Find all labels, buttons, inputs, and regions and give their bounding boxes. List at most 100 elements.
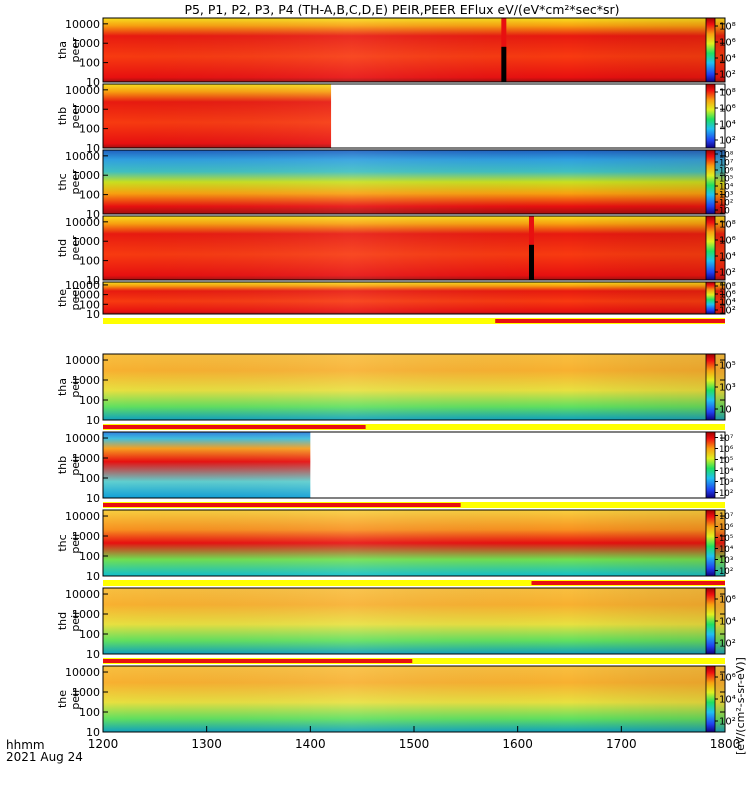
ylabel-species: peer xyxy=(69,37,82,63)
colorbar-tick-label: 10⁸ xyxy=(719,22,736,33)
colorbar-tick-label: 10² xyxy=(719,639,736,650)
spectrogram-shading xyxy=(103,216,725,280)
panel-ylabel: thepeir xyxy=(56,688,82,710)
panel-thb-peer: 10 100 1000 10000 thbpeer 10² 10⁴ 10⁶ 10⁸ xyxy=(56,83,736,155)
colorbar-tick-label: 10⁴ xyxy=(719,467,734,477)
panel-ylabel: thapeir xyxy=(56,376,82,398)
y-tick-label: 10000 xyxy=(65,510,100,523)
mode-bar xyxy=(103,424,725,430)
ylabel-species: peir xyxy=(69,454,82,476)
x-tick-label: 1200 xyxy=(88,737,119,751)
colorbar-tick-label: 10 xyxy=(719,207,730,217)
y-tick-label: 1000 xyxy=(72,235,100,248)
mode-bar-segment xyxy=(103,425,366,429)
colorbar-tick-label: 10⁴ xyxy=(719,54,736,65)
y-tick-label: 10000 xyxy=(65,18,100,31)
colorbar xyxy=(705,587,716,655)
y-tick-label: 10000 xyxy=(65,354,100,367)
panel-frame xyxy=(102,215,726,281)
panel-ylabel: thapeer xyxy=(56,37,82,63)
colorbar-tick-label: 10³ xyxy=(719,191,733,201)
ylabel-probe: tha xyxy=(56,378,69,396)
colorbar xyxy=(705,509,716,577)
colorbar-tick-label: 10⁴ xyxy=(719,183,734,193)
colorbar-tick-label: 10 xyxy=(719,405,732,416)
spike-top-0 xyxy=(528,216,534,245)
y-tick-label: 100 xyxy=(79,472,100,485)
ylabel-probe: thc xyxy=(56,534,69,551)
data-gap-0 xyxy=(310,432,725,498)
colorbar-tick-label: 10⁴ xyxy=(719,298,736,309)
panel-ylabel: thcpeir xyxy=(56,532,82,554)
panel-ylabel: thdpeer xyxy=(56,235,82,261)
ylabel-species: peer xyxy=(69,169,82,195)
mode-bar-segment xyxy=(103,503,461,507)
x-tick-label: 1800 xyxy=(710,737,741,751)
y-tick-label: 100 xyxy=(79,255,100,268)
x-tick-label: 1500 xyxy=(399,737,430,751)
y-tick-label: 1000 xyxy=(72,608,100,621)
y-tick-label: 10000 xyxy=(65,588,100,601)
y-tick-label: 10 xyxy=(86,648,100,661)
spike-bottom-0 xyxy=(501,46,507,82)
colorbar-tick-label: 10⁵ xyxy=(719,534,733,544)
mode-bar-background xyxy=(103,658,725,664)
x-tick-label: 1600 xyxy=(502,737,533,751)
y-tick-label: 1000 xyxy=(72,530,100,543)
colorbar-tick-label: 10² xyxy=(719,717,736,728)
colorbar-tick-label: 10⁷ xyxy=(719,512,734,522)
y-tick-label: 1000 xyxy=(72,289,100,302)
colorbar-tick-label: 10⁸ xyxy=(719,151,734,161)
y-tick-label: 100 xyxy=(79,706,100,719)
colorbar-tick-label: 10³ xyxy=(719,478,733,488)
y-tick-label: 10 xyxy=(86,726,100,739)
colorbar xyxy=(705,215,716,281)
colorbar-tick-label: 10² xyxy=(719,70,736,81)
panel-thd-peir: 10 100 1000 10000 thdpeir 10² 10⁴ 10⁶ xyxy=(56,587,736,661)
colorbar-tick-label: 10³ xyxy=(719,383,736,394)
x-label-hhmm: hhmm xyxy=(6,738,45,752)
y-tick-label: 1000 xyxy=(72,686,100,699)
y-tick-label: 10 xyxy=(86,76,100,89)
x-tick-label: 1400 xyxy=(295,737,326,751)
y-tick-label: 10000 xyxy=(65,150,100,163)
y-tick-label: 100 xyxy=(79,628,100,641)
y-tick-label: 10000 xyxy=(65,216,100,229)
colorbar-tick-label: 10² xyxy=(719,306,736,317)
colorbar-tick-label: 10⁴ xyxy=(719,545,734,555)
ylabel-species: peir xyxy=(69,376,82,398)
panel-tha-peir: 10 100 1000 10000 thapeir 10 10³ 10⁵ xyxy=(56,353,736,427)
y-tick-label: 1000 xyxy=(72,103,100,116)
y-tick-label: 10 xyxy=(86,308,100,321)
ylabel-probe: thb xyxy=(56,456,69,474)
colorbar-tick-label: 10⁵ xyxy=(719,361,736,372)
panel-frame xyxy=(102,17,726,83)
y-tick-label: 1000 xyxy=(72,169,100,182)
ylabel-probe: the xyxy=(56,690,69,708)
x-tick-label: 1300 xyxy=(191,737,222,751)
colorbar-tick-label: 10⁴ xyxy=(719,617,736,628)
colorbar-tick-label: 10⁶ xyxy=(719,673,736,684)
mode-bar-segment xyxy=(103,659,413,663)
colorbar-tick-label: 10² xyxy=(719,489,733,499)
colorbar xyxy=(705,17,716,83)
colorbar-tick-label: 10⁸ xyxy=(719,220,736,231)
panel-ylabel: thbpeir xyxy=(56,454,82,476)
colorbar xyxy=(705,83,716,149)
mode-bar-background xyxy=(103,580,725,586)
colorbar-tick-label: 10⁷ xyxy=(719,159,734,169)
colorbar xyxy=(705,431,716,499)
mode-bar xyxy=(103,502,725,508)
colorbar-tick-label: 10⁸ xyxy=(719,88,736,99)
panel-ylabel: thdpeir xyxy=(56,610,82,632)
y-tick-label: 100 xyxy=(79,298,100,311)
colorbar-tick-label: 10² xyxy=(719,567,733,577)
colorbar-tick-label: 10⁵ xyxy=(719,456,733,466)
y-tick-label: 100 xyxy=(79,123,100,136)
ylabel-species: peir xyxy=(69,688,82,710)
mode-bar-background xyxy=(103,424,725,430)
mode-bar xyxy=(103,318,725,324)
colorbar-tick-label: 10⁶ xyxy=(719,38,736,49)
